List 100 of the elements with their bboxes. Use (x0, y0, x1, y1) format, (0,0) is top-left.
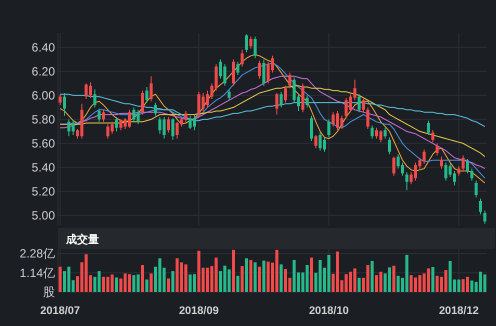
candlestick (362, 97, 366, 113)
candlestick (431, 130, 434, 143)
candlestick (457, 166, 460, 176)
bar (67, 266, 70, 292)
y-tick-label: 6.00 (32, 88, 56, 102)
bar (353, 268, 356, 292)
bar (58, 266, 62, 292)
y-tick-label: 1.14亿 (20, 266, 55, 280)
candlestick (166, 116, 170, 134)
candlestick (249, 36, 252, 50)
bar (388, 267, 392, 292)
candlestick (62, 92, 66, 116)
candlestick (478, 198, 482, 215)
candlestick (322, 136, 326, 152)
y-tick-label: 股 (43, 285, 55, 299)
y-tick-label: 5.40 (32, 160, 56, 174)
bar (110, 274, 114, 292)
candlestick (93, 88, 96, 108)
bar (124, 273, 127, 292)
candlestick (388, 136, 392, 155)
candlestick (197, 91, 200, 118)
bar (232, 250, 236, 292)
x-tick-label: 2018/09 (178, 305, 219, 317)
candlestick (374, 127, 378, 140)
y-tick-label: 5.80 (32, 112, 56, 126)
candlestick (258, 60, 262, 80)
bar (470, 280, 474, 292)
bar (102, 276, 106, 292)
candlestick (188, 115, 192, 130)
bar (358, 278, 361, 292)
bar (228, 269, 231, 292)
candlestick (88, 82, 92, 98)
candlestick (358, 94, 361, 113)
bar (132, 275, 136, 292)
bar (292, 260, 296, 292)
chart-title: 成交量 (65, 233, 99, 246)
candlestick (288, 72, 292, 89)
candlestick (232, 58, 236, 86)
candlestick (110, 121, 114, 134)
candlestick (440, 156, 444, 170)
bar (184, 264, 188, 292)
candlestick (240, 49, 244, 68)
candlestick (67, 118, 70, 137)
candlestick (275, 92, 278, 116)
bar (171, 271, 174, 292)
bar (336, 252, 340, 292)
candlestick (140, 90, 144, 116)
candlestick (314, 134, 318, 149)
bar (84, 254, 88, 292)
bar (426, 268, 430, 292)
bar (318, 260, 322, 292)
candlestick (436, 142, 439, 156)
candlestick (102, 109, 106, 122)
bar (262, 260, 266, 292)
y-tick-label: 5.20 (32, 184, 56, 198)
candlestick (228, 88, 231, 101)
candlestick (58, 94, 62, 106)
candlestick (396, 154, 400, 170)
candlestick (262, 58, 266, 86)
candlestick (84, 82, 88, 100)
bar (431, 267, 434, 292)
candlestick (98, 108, 101, 122)
bar (310, 258, 314, 292)
bar (284, 269, 288, 292)
bar (370, 260, 374, 292)
candlestick (379, 130, 382, 143)
candlestick (192, 114, 196, 131)
bar (379, 272, 382, 292)
bar (366, 265, 370, 292)
candlestick (306, 94, 309, 108)
candlestick (327, 118, 330, 138)
candlestick (280, 91, 283, 108)
bar (344, 274, 348, 292)
bar (136, 274, 140, 292)
candlestick (132, 106, 136, 122)
bar (236, 276, 240, 292)
candlestick (483, 210, 486, 224)
bar (206, 268, 210, 292)
bar (145, 280, 148, 292)
candlestick (336, 110, 340, 131)
bar (327, 254, 330, 292)
candlestick (474, 180, 478, 198)
bar (166, 278, 170, 292)
candlestick (370, 124, 374, 140)
candlestick (128, 109, 132, 128)
candlestick (218, 58, 222, 80)
candlestick (414, 162, 418, 182)
bar (258, 266, 262, 292)
y-tick-label: 6.40 (32, 40, 56, 54)
bar (114, 278, 118, 292)
candlestick (136, 109, 140, 125)
bar (392, 266, 396, 292)
candlestick (162, 116, 166, 140)
candlestick (301, 82, 304, 113)
candlestick (114, 116, 118, 132)
candlestick (202, 92, 205, 112)
bar (414, 278, 418, 292)
bar (214, 258, 218, 292)
candlestick (344, 97, 348, 119)
x-tick-label: 2018/10 (308, 305, 349, 317)
